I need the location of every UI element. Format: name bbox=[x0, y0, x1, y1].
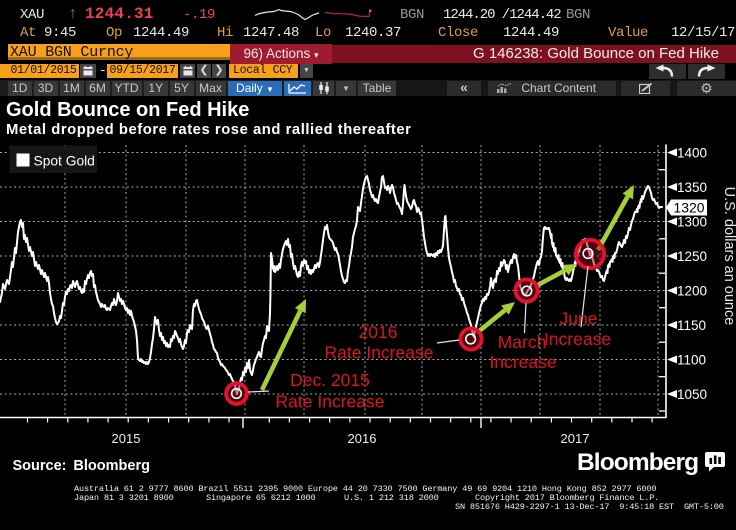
svg-text:2015: 2015 bbox=[112, 431, 141, 446]
svg-text:1100: 1100 bbox=[677, 353, 706, 368]
svg-text:1200: 1200 bbox=[677, 284, 707, 299]
svg-text:1350: 1350 bbox=[677, 180, 707, 195]
svg-text:2016: 2016 bbox=[348, 431, 377, 446]
svg-text:1300: 1300 bbox=[677, 215, 707, 230]
svg-text:March: March bbox=[498, 332, 547, 352]
svg-text:1250: 1250 bbox=[677, 249, 707, 264]
svg-text:Rate Increase: Rate Increase bbox=[276, 392, 385, 412]
svg-text:2016: 2016 bbox=[359, 322, 398, 342]
svg-text:1150: 1150 bbox=[677, 318, 706, 333]
svg-text:June: June bbox=[560, 309, 598, 329]
svg-text:Rate Increase: Rate Increase bbox=[325, 343, 434, 363]
svg-text:1320: 1320 bbox=[673, 200, 704, 216]
svg-text:Dec. 2015: Dec. 2015 bbox=[290, 370, 370, 390]
svg-text:Increase: Increase bbox=[489, 352, 556, 372]
svg-text:U.S. dollars an ounce: U.S. dollars an ounce bbox=[721, 187, 736, 326]
svg-text:1050: 1050 bbox=[677, 387, 707, 402]
svg-text:Increase: Increase bbox=[544, 329, 611, 349]
svg-text:2017: 2017 bbox=[561, 431, 590, 446]
svg-text:1400: 1400 bbox=[677, 146, 707, 161]
svg-text:Spot Gold: Spot Gold bbox=[34, 154, 95, 169]
